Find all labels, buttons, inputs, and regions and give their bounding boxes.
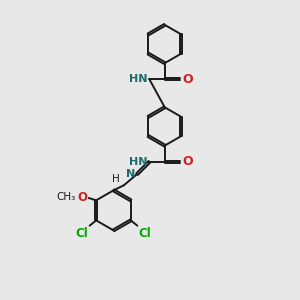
Text: O: O: [182, 155, 193, 168]
Text: Cl: Cl: [139, 227, 151, 240]
Text: O: O: [78, 191, 88, 205]
Text: N: N: [126, 169, 135, 178]
Text: HN: HN: [129, 74, 148, 84]
Text: H: H: [112, 174, 120, 184]
Text: Cl: Cl: [76, 227, 88, 240]
Text: HN: HN: [129, 157, 148, 167]
Text: CH₃: CH₃: [56, 191, 76, 202]
Text: O: O: [182, 73, 193, 86]
